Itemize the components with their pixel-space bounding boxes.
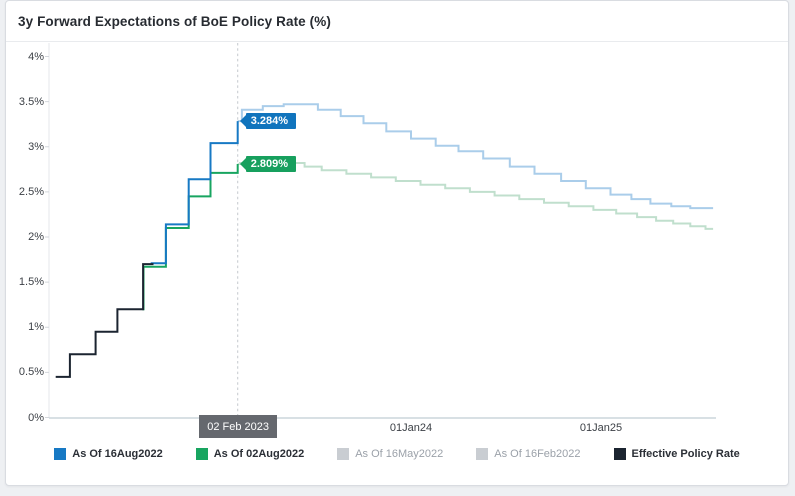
chart-canvas (45, 43, 716, 419)
legend-item-as-of-16may2022[interactable]: As Of 16May2022 (337, 448, 443, 460)
y-tick-label: 4% (28, 50, 44, 63)
legend-item-label: As Of 16May2022 (355, 448, 444, 460)
chart-title: 3y Forward Expectations of BoE Policy Ra… (18, 13, 331, 29)
y-tick-label: 1.5% (18, 276, 44, 289)
y-tick-label: 0% (28, 411, 44, 424)
y-tick-label: 0.5% (18, 366, 44, 379)
legend-swatch-icon (337, 448, 350, 460)
y-tick-label: 1% (28, 321, 44, 334)
legend-swatch-icon (195, 448, 208, 460)
x-tick-label: 01Jan25 (579, 422, 623, 434)
y-tick-label: 3.5% (18, 95, 44, 108)
legend-item-as-of-16aug2022[interactable]: As Of 16Aug2022 (54, 448, 163, 460)
x-tick-label: 01Jan24 (389, 422, 433, 434)
legend-item-label: Effective Policy Rate (631, 448, 740, 460)
y-tick-label: 2% (28, 231, 44, 243)
chart-card: 3y Forward Expectations of BoE Policy Ra… (5, 0, 789, 486)
legend-item-as-of-02aug2022[interactable]: As Of 02Aug2022 (195, 448, 305, 460)
legend-item-label: As Of 02Aug2022 (213, 448, 305, 460)
y-tick-label: 3% (28, 140, 44, 153)
legend-swatch-icon (476, 448, 489, 460)
value-badge: 2.809% (239, 155, 297, 172)
value-badge-text: 2.809% (250, 157, 289, 170)
legend-swatch-icon (54, 448, 67, 460)
legend-swatch-icon (613, 448, 626, 460)
legend-item-label: As Of 16Aug2022 (72, 448, 163, 460)
legend-item-as-of-16feb2022[interactable]: As Of 16Feb2022 (476, 448, 581, 460)
chart-plot-area[interactable]: 0% 0.5% 1% 1.5% 2% 2.5% 3% 3.5% 4% 01Jan24 01Jan2… (6, 1, 788, 485)
badge-arrow-icon (239, 115, 246, 128)
crosshair-date-badge: 02 Feb 2023 (199, 415, 277, 438)
legend-item-effective-policy-rate[interactable]: Effective Policy Rate (613, 448, 740, 460)
legend-item-label: As Of 16Feb2022 (494, 448, 581, 460)
chart-legend: As Of 16Aug2022 As Of 02Aug2022 As Of 16Ma… (6, 443, 788, 465)
y-tick-label: 2.5% (18, 185, 44, 198)
badge-arrow-icon (239, 157, 246, 170)
value-badge: 3.284% (239, 113, 297, 130)
value-badge-text: 3.284% (250, 115, 289, 128)
chart-header: 3y Forward Expectations of BoE Policy Ra… (6, 1, 788, 42)
